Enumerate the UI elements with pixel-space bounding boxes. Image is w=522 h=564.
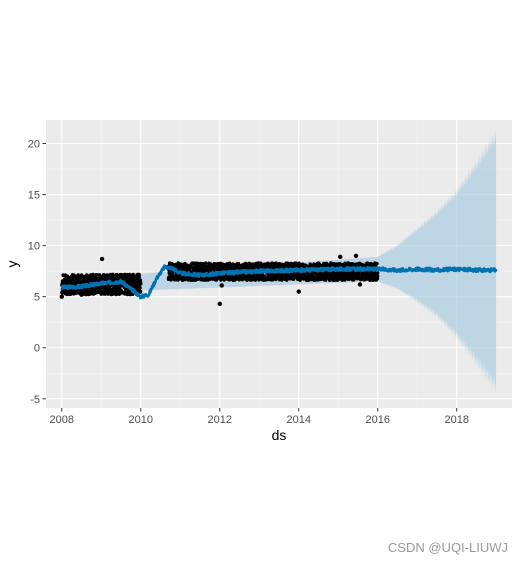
- y-tick-label: 5: [34, 292, 40, 304]
- data-point: [97, 286, 102, 291]
- data-point: [69, 289, 74, 294]
- y-tick-label: 15: [28, 190, 40, 202]
- data-point: [97, 273, 102, 277]
- data-point: [178, 264, 183, 270]
- data-point: [73, 290, 78, 295]
- x-tick-label: 2010: [129, 414, 153, 426]
- data-point: [59, 294, 64, 299]
- data-point: [112, 284, 118, 289]
- data-point: [132, 280, 138, 285]
- x-axis-title: ds: [272, 427, 287, 443]
- data-point: [353, 253, 359, 259]
- data-point: [79, 292, 84, 297]
- data-point: [217, 301, 222, 307]
- data-point: [81, 277, 86, 282]
- x-tick-label: 2008: [50, 414, 74, 426]
- data-point: [373, 261, 378, 267]
- data-point: [83, 289, 88, 294]
- data-point: [357, 282, 363, 287]
- data-point: [138, 289, 143, 294]
- x-tick-label: 2012: [208, 414, 232, 426]
- data-point: [124, 274, 130, 279]
- data-point: [103, 274, 108, 279]
- uncertainty-interval: [61, 129, 497, 393]
- data-point: [375, 274, 380, 278]
- x-axis-ticks: 2008 2010 2012 2014 2016 2018: [50, 408, 469, 426]
- data-point: [267, 262, 271, 266]
- y-axis-title: y: [4, 261, 20, 268]
- data-point: [139, 282, 143, 286]
- data-point: [75, 278, 80, 283]
- data-point: [94, 272, 99, 277]
- data-point: [99, 256, 105, 262]
- data-point: [338, 254, 343, 260]
- x-tick-label: 2014: [287, 414, 311, 426]
- data-point: [296, 289, 301, 294]
- data-point: [324, 261, 329, 267]
- y-tick-label: 0: [34, 343, 40, 355]
- data-point: [91, 291, 96, 296]
- x-tick-label: 2018: [444, 414, 468, 426]
- data-point: [219, 283, 224, 288]
- y-axis-ticks: -5 0 5 10 15 20: [28, 138, 46, 406]
- data-point: [130, 276, 136, 281]
- data-point: [138, 286, 142, 290]
- data-point: [136, 278, 142, 283]
- data-point: [105, 285, 110, 290]
- watermark: CSDN @UQI-LIUWJ: [387, 540, 508, 555]
- data-point: [204, 261, 208, 265]
- y-tick-label: 20: [28, 138, 40, 150]
- y-tick-label: -5: [30, 394, 40, 406]
- x-tick-label: 2016: [365, 414, 389, 426]
- data-point: [110, 275, 116, 280]
- y-tick-label: 10: [28, 241, 40, 253]
